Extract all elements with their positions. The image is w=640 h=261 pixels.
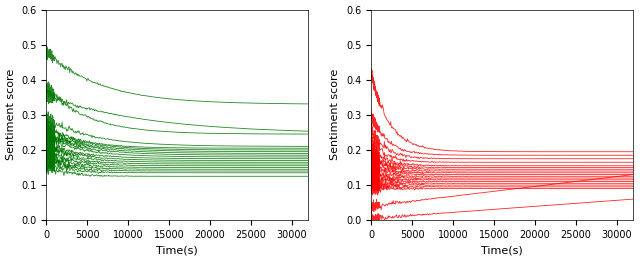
Y-axis label: Sentiment score: Sentiment score xyxy=(6,69,15,161)
X-axis label: Time(s): Time(s) xyxy=(481,245,523,256)
Y-axis label: Sentiment score: Sentiment score xyxy=(330,69,340,161)
X-axis label: Time(s): Time(s) xyxy=(156,245,198,256)
